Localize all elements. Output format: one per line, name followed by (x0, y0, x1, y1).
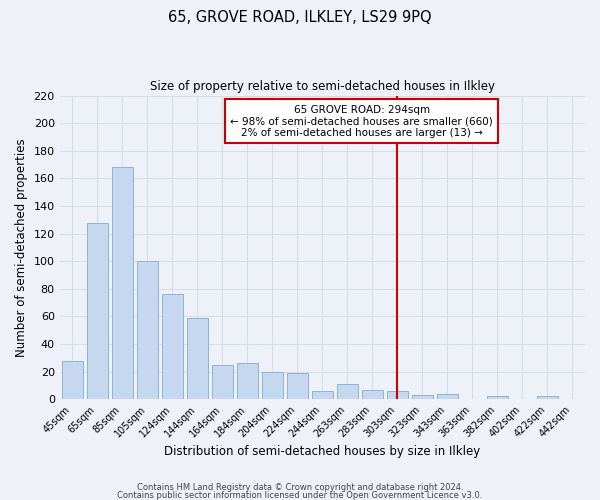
Bar (412, 395, 433, 399)
Bar (161, 294, 183, 399)
Text: 65 GROVE ROAD: 294sqm
← 98% of semi-detached houses are smaller (660)
2% of semi: 65 GROVE ROAD: 294sqm ← 98% of semi-deta… (230, 104, 493, 138)
Bar (187, 318, 208, 399)
Bar (337, 384, 358, 399)
Bar (262, 372, 283, 399)
Bar (62, 360, 83, 399)
Bar (437, 394, 458, 399)
Bar (137, 261, 158, 399)
Text: 65, GROVE ROAD, ILKLEY, LS29 9PQ: 65, GROVE ROAD, ILKLEY, LS29 9PQ (168, 10, 432, 25)
Bar (387, 391, 408, 399)
Bar (86, 222, 108, 399)
Title: Size of property relative to semi-detached houses in Ilkley: Size of property relative to semi-detach… (150, 80, 495, 93)
Bar (287, 373, 308, 399)
Text: Contains HM Land Registry data © Crown copyright and database right 2024.: Contains HM Land Registry data © Crown c… (137, 484, 463, 492)
Bar (362, 390, 383, 399)
Text: Contains public sector information licensed under the Open Government Licence v3: Contains public sector information licen… (118, 490, 482, 500)
Y-axis label: Number of semi-detached properties: Number of semi-detached properties (15, 138, 28, 356)
Bar (212, 364, 233, 399)
X-axis label: Distribution of semi-detached houses by size in Ilkley: Distribution of semi-detached houses by … (164, 444, 481, 458)
Bar (537, 396, 558, 399)
Bar (312, 391, 333, 399)
Bar (112, 168, 133, 399)
Bar (487, 396, 508, 399)
Bar (236, 364, 258, 399)
